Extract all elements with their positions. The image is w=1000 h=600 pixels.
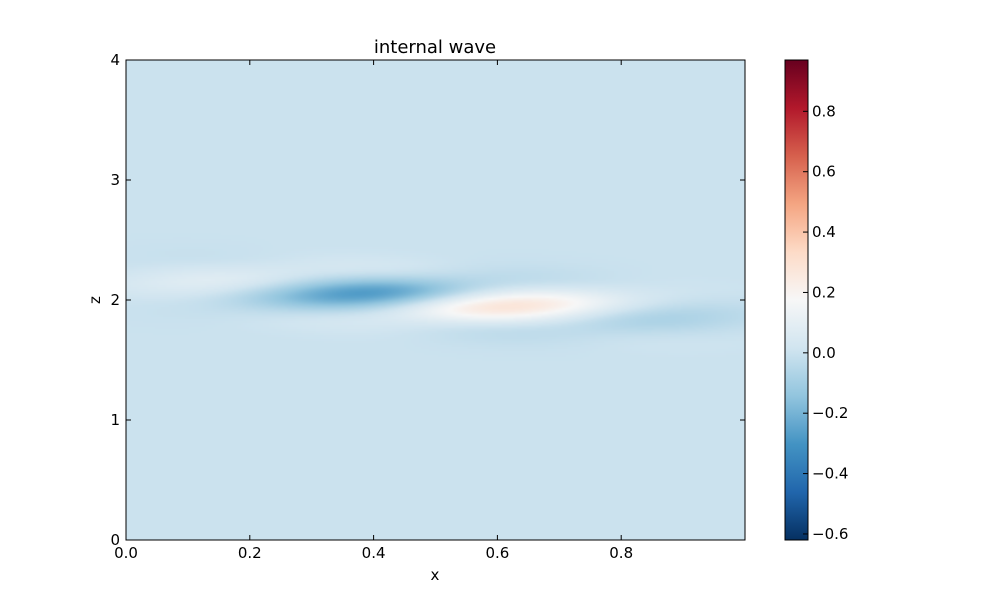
chart-title: internal wave: [374, 37, 496, 58]
colorbar-tick-label: 0.2: [812, 283, 836, 301]
y-axis: 0 1 2 3 4: [110, 51, 745, 549]
x-tick-label: 0.8: [609, 544, 633, 562]
x-tick-label: 0.6: [485, 544, 509, 562]
x-axis: 0.0 0.2 0.4 0.6 0.8: [114, 60, 633, 562]
y-tick-label: 2: [110, 291, 120, 309]
y-tick-label: 3: [110, 171, 120, 189]
colorbar-tick-label: −0.6: [812, 525, 848, 543]
y-tick-label: 4: [110, 51, 120, 69]
x-tick-label: 0.2: [238, 544, 262, 562]
colorbar-tick-label: 0.4: [812, 223, 836, 241]
colorbar: 0.8 0.6 0.4 0.2 0.0 −0.2 −0.4 −0.6: [784, 59, 848, 543]
y-tick-label: 0: [110, 531, 120, 549]
x-tick-label: 0.4: [362, 544, 386, 562]
colorbar-tick-label: −0.4: [812, 465, 848, 483]
colorbar-gradient: [784, 59, 809, 541]
colorbar-tick-label: 0.0: [812, 344, 836, 362]
colorbar-ticks: 0.8 0.6 0.4 0.2 0.0 −0.2 −0.4 −0.6: [803, 102, 848, 543]
heatmap-field: [126, 60, 745, 540]
colorbar-tick-label: 0.8: [812, 102, 836, 120]
x-axis-label: x: [431, 566, 440, 584]
colorbar-tick-label: 0.6: [812, 163, 836, 181]
heatmap: [126, 60, 745, 540]
colorbar-tick-label: −0.2: [812, 404, 848, 422]
y-axis-label: z: [86, 296, 104, 304]
y-tick-label: 1: [110, 411, 120, 429]
x-tick-label: 0.0: [114, 544, 138, 562]
